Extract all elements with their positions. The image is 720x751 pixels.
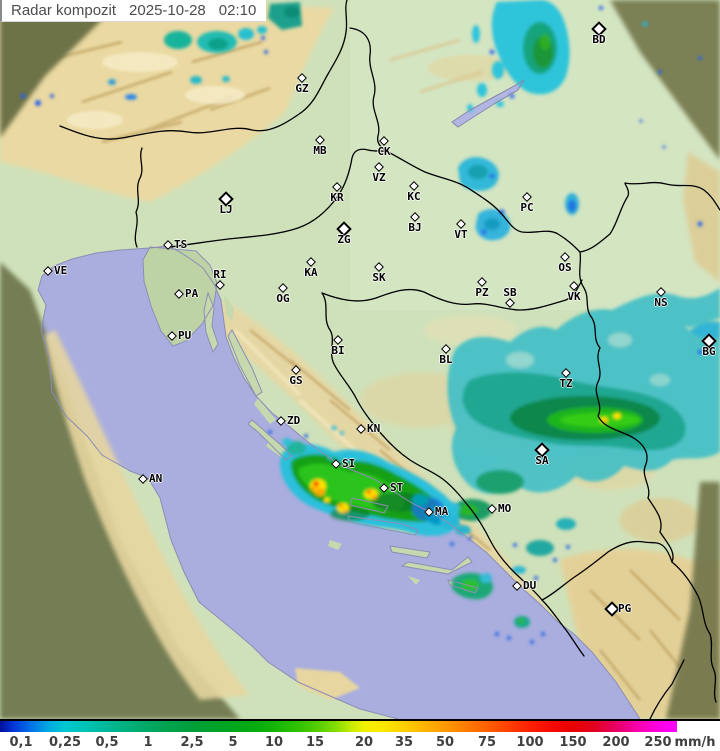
scale-tick-label: 0,25 [48, 735, 82, 750]
scale-tick-label: 75 [477, 735, 497, 750]
scale-tick-label: 200 [602, 735, 630, 750]
precipitation-layer [20, 0, 720, 644]
scale-tick-label: 0,5 [95, 735, 119, 750]
scale-tick-label: 5 [228, 735, 238, 750]
page-title: Radar kompozit [11, 2, 117, 19]
scale-tick-label: 150 [559, 735, 587, 750]
scale-tick-label: 2,5 [180, 735, 204, 750]
scale-unit-label: mm/h [674, 735, 716, 750]
scale-tick-label: 100 [516, 735, 544, 750]
radar-map [0, 0, 720, 719]
scale-tick-label: 20 [354, 735, 374, 750]
scale-tick-label: 35 [394, 735, 414, 750]
scale-tick-label: 1 [143, 735, 153, 750]
intensity-scale: 0,1 0,25 0,5 1 2,5 5 10 15 20 35 50 75 100 150 200 250 m… [0, 719, 720, 751]
coastline-layer [37, 79, 641, 719]
radar-title-bar: Radar kompozit 2025-10-28 02:10 [0, 0, 266, 22]
terrain-italy [0, 262, 360, 719]
composite-time: 02:10 [218, 2, 257, 19]
color-scale-bar [0, 721, 677, 732]
lake-balaton [452, 80, 524, 127]
scale-tick-label: 0,1 [9, 735, 33, 750]
scale-tick-label: 10 [264, 735, 284, 750]
country-borders [59, 0, 720, 719]
composite-date: 2025-10-28 [129, 2, 206, 19]
scale-tick-label: 50 [435, 735, 455, 750]
scale-tick-label: 15 [305, 735, 325, 750]
scale-tick-label: 250 [644, 735, 672, 750]
radar-map-canvas [0, 0, 720, 719]
